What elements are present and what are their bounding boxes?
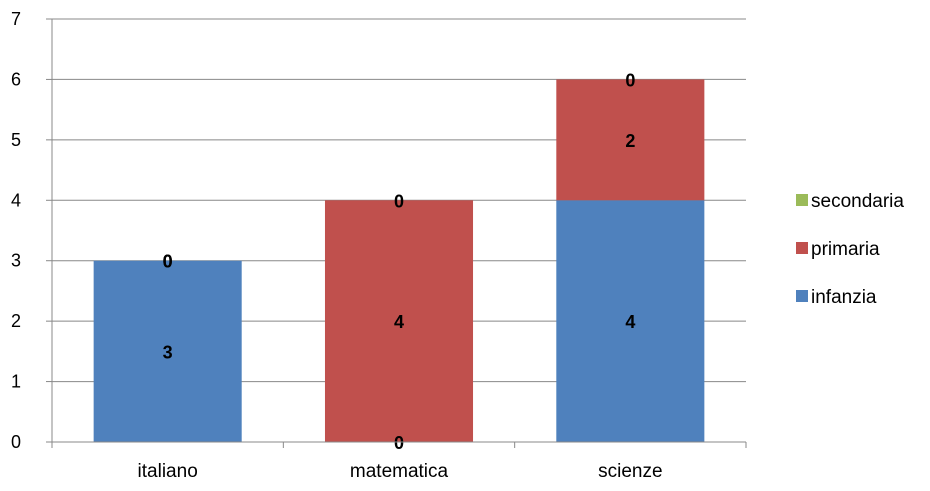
bar-segment-primaria-scienze [556,79,705,201]
bars [93,79,705,442]
legend-label-primaria: primaria [811,239,880,260]
axes: 0 1 2 3 4 5 6 7 italiano matematica scienze [11,9,747,482]
y-tick-label: 1 [11,372,21,392]
bar-segment-infanzia-scienze [556,200,705,442]
legend-swatch-secondaria [796,194,808,206]
data-label: 0 [163,252,173,272]
bar-segment-infanzia-italiano [93,260,242,442]
x-tick-label: matematica [350,461,449,482]
data-label: 0 [625,70,635,90]
data-label: 3 [163,342,173,362]
data-label: 0 [394,191,404,211]
data-label: 0 [394,433,404,453]
y-tick-label: 7 [11,9,21,29]
x-tick-label: italiano [138,461,198,482]
data-label: 2 [625,131,635,151]
legend-label-secondaria: secondaria [811,191,904,212]
y-tick-label: 0 [11,432,21,452]
bar-segment-primaria-matematica [324,200,474,442]
y-tick-label: 6 [11,69,21,89]
legend: secondaria primaria infanzia [796,191,904,308]
legend-label-infanzia: infanzia [811,287,877,308]
legend-swatch-primaria [796,242,808,254]
y-tick-label: 4 [11,190,21,210]
data-label: 4 [625,312,635,332]
legend-swatch-infanzia [796,290,808,302]
y-tick-label: 3 [11,251,21,271]
x-tick-label: scienze [598,461,662,482]
data-label: 4 [394,312,404,332]
y-tick-label: 2 [11,311,21,331]
y-tick-label: 5 [11,130,21,150]
data-label: 0 [163,252,173,272]
